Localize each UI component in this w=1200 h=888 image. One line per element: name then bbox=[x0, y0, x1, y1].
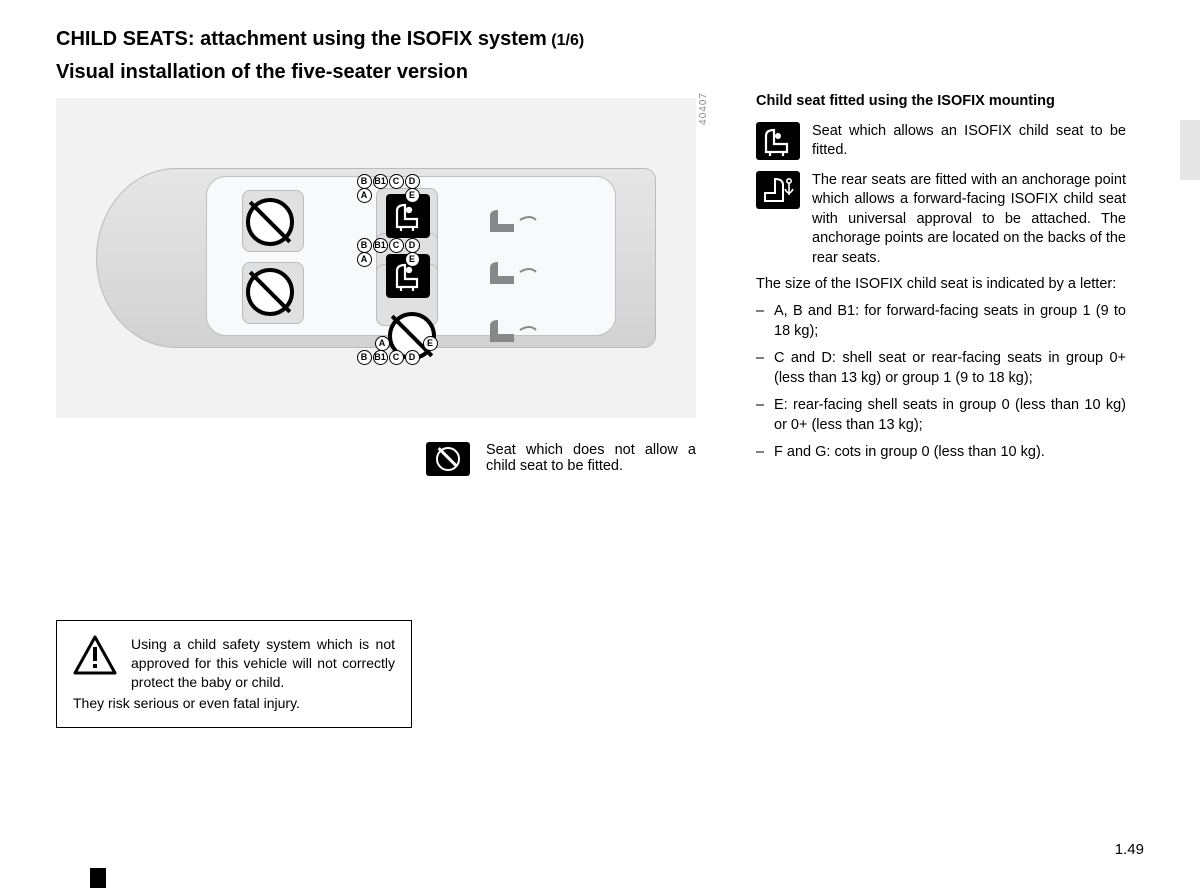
list-item: E: rear-facing shell seats in group 0 (l… bbox=[756, 396, 1126, 435]
right-heading: Child seat fitted using the ISOFIX mount… bbox=[756, 92, 1126, 112]
warning-text: Using a child safety system which is not… bbox=[131, 635, 395, 692]
prohibit-icon bbox=[246, 268, 294, 316]
title-page-part: (1/6) bbox=[551, 32, 584, 49]
size-letters: BB1CD bbox=[356, 350, 420, 365]
anchor-tether-icon bbox=[756, 171, 800, 209]
left-column: 40407 bbox=[56, 92, 736, 476]
list-item: C and D: shell seat or rear-facing seats… bbox=[756, 349, 1126, 388]
size-letters: A..E bbox=[356, 188, 436, 203]
size-intro: The size of the ISOFIX child seat is ind… bbox=[756, 275, 1126, 295]
page-subtitle: Visual installation of the five-seater v… bbox=[56, 61, 1150, 84]
list-item: A, B and B1: for forward-facing seats in… bbox=[756, 302, 1126, 341]
list-item: F and G: cots in group 0 (less than 10 k… bbox=[756, 443, 1126, 463]
right-column: Child seat fitted using the ISOFIX mount… bbox=[756, 92, 1126, 476]
page-number: 1.49 bbox=[1115, 841, 1144, 858]
warning-box: Using a child safety system which is not… bbox=[56, 620, 412, 728]
legend-text: Seat which does not allow a child seat t… bbox=[486, 442, 696, 474]
isofix-allow-text: Seat which allows an ISOFIX child seat t… bbox=[812, 122, 1126, 161]
size-letters: BB1CD bbox=[356, 238, 420, 253]
thumb-tab bbox=[1180, 120, 1200, 180]
anchor-seat-icon bbox=[486, 316, 538, 346]
size-letters: A..E bbox=[356, 252, 420, 267]
anchor-block: The rear seats are fitted with an anchor… bbox=[756, 171, 1126, 269]
warning-text-2: They risk serious or even fatal injury. bbox=[73, 694, 395, 713]
size-letters: BB1CD bbox=[356, 174, 420, 189]
prohibit-icon bbox=[426, 442, 470, 476]
warning-icon bbox=[73, 635, 117, 675]
isofix-allow-block: Seat which allows an ISOFIX child seat t… bbox=[756, 122, 1126, 161]
prohibit-icon bbox=[246, 198, 294, 246]
anchor-seat-icon bbox=[486, 206, 538, 236]
isofix-seat-icon bbox=[756, 122, 800, 160]
size-letters: A..E bbox=[374, 336, 438, 351]
title-main: CHILD SEATS: attachment using the ISOFIX… bbox=[56, 28, 547, 50]
legend-no-seat: Seat which does not allow a child seat t… bbox=[56, 442, 696, 476]
footer-tab-mark bbox=[90, 868, 106, 888]
size-list: A, B and B1: for forward-facing seats in… bbox=[756, 302, 1126, 463]
page-title: CHILD SEATS: attachment using the ISOFIX… bbox=[56, 28, 1150, 51]
anchor-text: The rear seats are fitted with an anchor… bbox=[812, 171, 1126, 269]
anchor-seat-icon bbox=[486, 258, 538, 288]
figure-number: 40407 bbox=[698, 92, 709, 125]
car-diagram: 40407 bbox=[56, 98, 696, 418]
